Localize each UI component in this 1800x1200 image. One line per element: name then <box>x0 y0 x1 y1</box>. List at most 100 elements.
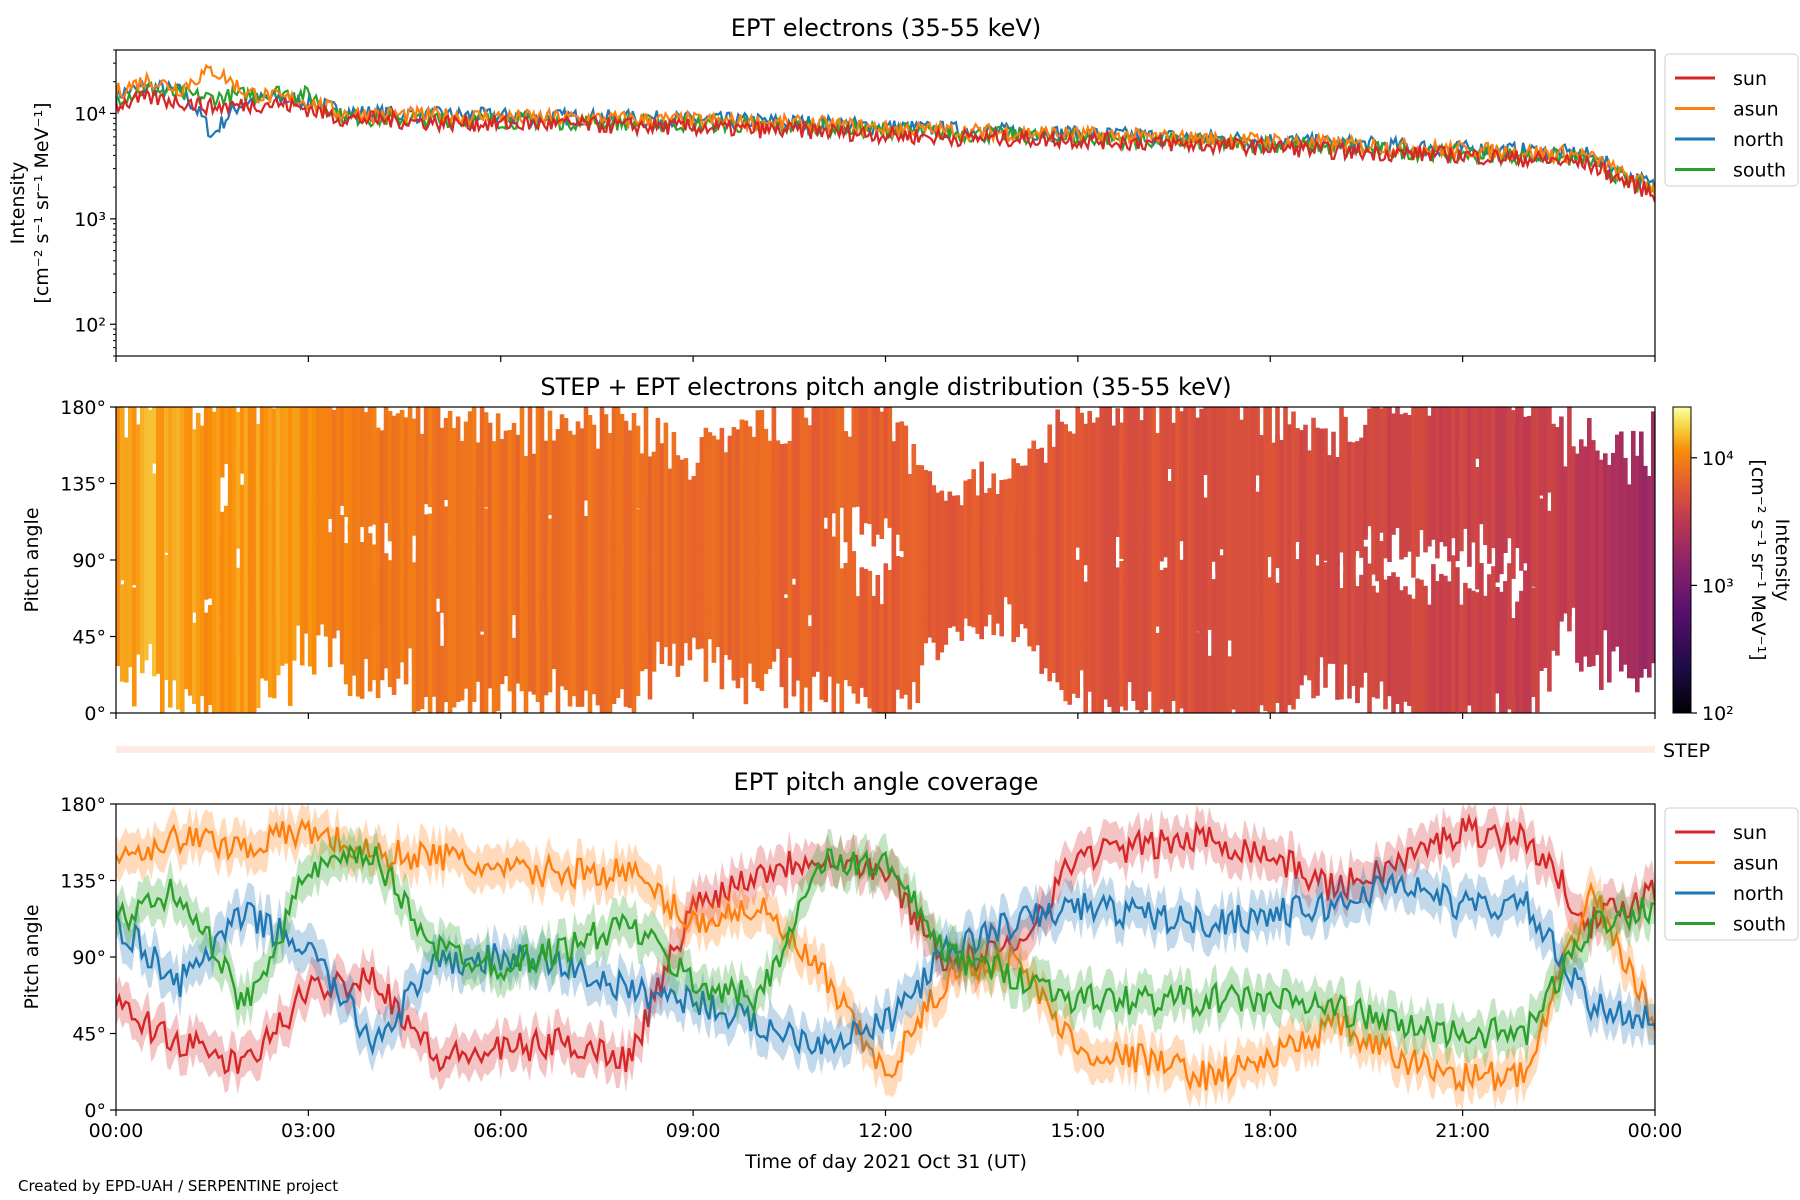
pad-cell <box>1279 440 1284 523</box>
pad-cell <box>1067 431 1072 549</box>
pad-cell <box>375 427 381 525</box>
pad-cell <box>259 464 265 585</box>
pad-cell <box>1539 407 1544 496</box>
pad-cell <box>447 410 453 535</box>
pad-cell <box>1119 561 1124 667</box>
pad-cell <box>563 587 569 691</box>
pad-cell <box>347 440 353 532</box>
pad-cell <box>995 494 1000 608</box>
pad-cell <box>1291 472 1296 581</box>
pad-cell <box>1499 407 1504 517</box>
pad-cell <box>771 407 777 527</box>
pad-cell <box>1231 597 1236 710</box>
pad-cell <box>619 413 625 497</box>
pad-cell <box>547 518 553 644</box>
pad-cell <box>1211 478 1216 562</box>
pad-cell <box>1095 604 1100 713</box>
pad-cell <box>427 407 433 508</box>
pad-cell <box>148 545 153 644</box>
pad-cell <box>907 474 913 559</box>
pad-cell <box>239 617 245 713</box>
pad-cell <box>735 429 741 549</box>
pad-cell <box>1467 467 1472 567</box>
pad-cell <box>1235 555 1240 685</box>
pad-cell <box>575 491 581 593</box>
pad-cell <box>1491 407 1496 494</box>
pad-cell <box>148 409 153 504</box>
pad-cell <box>132 407 137 509</box>
pad-cell <box>1327 555 1332 643</box>
pad-cell <box>1315 565 1320 673</box>
pad-cell <box>1095 555 1100 652</box>
pad-cell <box>1247 483 1252 597</box>
pad-cell <box>831 620 837 713</box>
pad-cell <box>1431 407 1436 477</box>
pad-cell <box>1575 453 1580 567</box>
pad-cell <box>1531 587 1536 697</box>
pad-cell <box>915 540 921 661</box>
pad-cell <box>1399 590 1404 695</box>
pad-cell <box>1171 568 1176 655</box>
coverage-lines <box>116 804 1655 1110</box>
pad-cell <box>883 563 889 665</box>
pad-cell <box>795 473 801 563</box>
pad-cell <box>1051 447 1056 548</box>
pad-cell <box>180 601 185 713</box>
pad-y-tick-label: 90° <box>72 550 106 572</box>
pad-cell <box>359 596 365 699</box>
pad-cell <box>371 544 377 647</box>
pad-cell <box>895 434 901 524</box>
pad-cell <box>743 467 749 577</box>
pad-cell <box>467 495 473 609</box>
pad-cell <box>343 543 349 633</box>
pad-cell <box>859 407 865 516</box>
pad-y-label: Pitch angle <box>21 507 43 612</box>
pad-cell <box>1451 555 1456 649</box>
pad-cell <box>279 582 285 666</box>
pad-heatmap <box>116 407 1655 713</box>
pad-cell <box>695 462 701 551</box>
pad-cell <box>1151 487 1156 590</box>
pad-cell <box>1571 497 1576 593</box>
pad-cell <box>367 533 373 646</box>
pad-cell <box>467 615 473 713</box>
pad-cell <box>1091 624 1096 713</box>
pad-cell <box>140 467 145 569</box>
pad-cell <box>699 437 705 563</box>
pad-cell <box>743 573 749 678</box>
pad-cell <box>703 518 709 625</box>
pad-cell <box>579 428 585 531</box>
pad-cell <box>168 521 173 629</box>
pad-cell <box>195 491 201 599</box>
pad-cell <box>188 534 193 656</box>
intensity-x-ticks <box>115 356 1656 362</box>
pad-cell <box>1511 618 1516 705</box>
pad-cell <box>499 439 505 551</box>
pad-cell <box>120 456 125 565</box>
pad-cell <box>1591 440 1596 550</box>
pad-cell <box>835 546 841 652</box>
pad-cell <box>299 507 305 627</box>
pad-cell <box>719 427 725 516</box>
pad-cell <box>1567 502 1572 616</box>
pad-cell <box>575 611 581 707</box>
pad-cell <box>303 407 309 482</box>
pad-cell <box>651 451 657 571</box>
pad-cell <box>395 527 401 638</box>
pad-cell <box>839 568 845 670</box>
pad-cell <box>283 407 289 504</box>
pad-cell <box>1115 408 1120 510</box>
pad-cell <box>547 410 553 516</box>
pad-cell <box>1587 561 1592 667</box>
pad-cell <box>759 575 765 691</box>
pad-cell <box>1235 477 1240 597</box>
pad-cell <box>1523 450 1528 564</box>
pad-cell <box>855 407 861 484</box>
pad-cell <box>1443 575 1448 669</box>
pad-cell <box>1459 407 1464 495</box>
pad-cell <box>503 430 509 530</box>
pad-cell <box>603 624 609 713</box>
pad-cell <box>1307 579 1312 681</box>
pad-cell <box>627 527 633 635</box>
